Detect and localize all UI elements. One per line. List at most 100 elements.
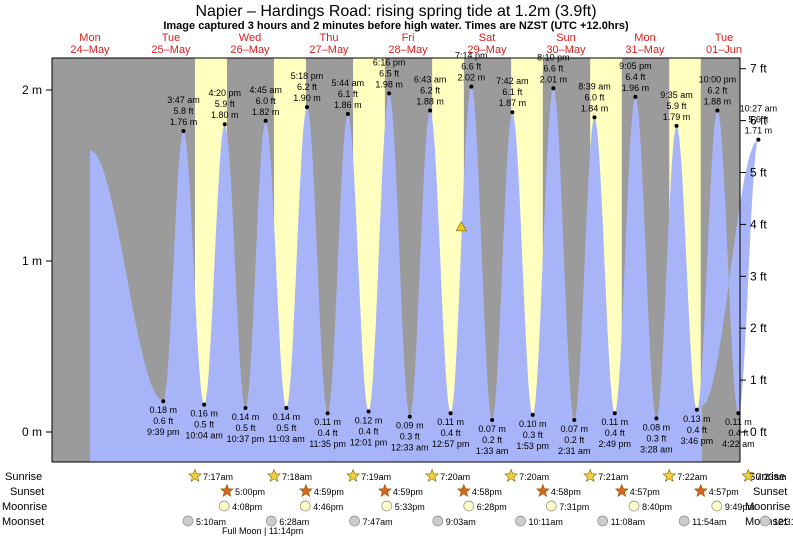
tide-point <box>572 418 577 423</box>
tide-ft-label: 6.0 ft <box>584 92 605 102</box>
sunrise-time: 7:19am <box>361 472 391 482</box>
y-tick-label-m: 2 m <box>22 83 42 97</box>
sunrise-time: 7:20am <box>519 472 549 482</box>
moonrise-icon <box>545 500 557 512</box>
date-label: 25–May <box>151 44 191 56</box>
tide-time-label: 6:43 am <box>414 75 447 85</box>
tide-time-label: 9:35 am <box>660 90 693 100</box>
tide-point <box>263 118 268 123</box>
date-label: 01–Jun <box>706 44 742 56</box>
date-label: 28–May <box>388 44 428 56</box>
tide-m-label: 0.10 m <box>519 419 547 429</box>
moonrise-time: 9:49pm <box>725 502 755 512</box>
sunset-icon <box>377 483 392 497</box>
tide-m-label: 1.71 m <box>745 126 773 136</box>
tide-time-label: 3:28 am <box>640 444 673 454</box>
tide-ft-label: 0.5 ft <box>276 423 297 433</box>
moonset-time: 10:11am <box>529 517 563 527</box>
date-label: 27–May <box>309 44 349 56</box>
sunset-time: 4:57pm <box>709 487 739 497</box>
tide-point <box>633 94 638 99</box>
tide-ft-label: 0.2 ft <box>564 435 585 445</box>
moonset-icon <box>265 515 277 527</box>
tide-point <box>530 412 535 417</box>
tide-point <box>366 409 371 414</box>
tide-point <box>756 137 761 142</box>
sunrise-time: 7:23am <box>756 472 786 482</box>
tide-point <box>490 418 495 423</box>
tide-ft-label: 6.0 ft <box>256 96 277 106</box>
sunrise-row-label-right: Sunrise <box>748 471 785 483</box>
y-tick-label-m: 1 m <box>22 254 42 268</box>
tide-point <box>736 411 741 416</box>
sunrise-icon <box>741 468 756 482</box>
tide-m-label: 1.90 m <box>293 93 321 103</box>
day-of-week-label: Sun <box>556 32 576 44</box>
tide-time-label: 2:31 am <box>558 446 591 456</box>
sunset-time: 4:57pm <box>630 487 660 497</box>
moonrise-time: 4:46pm <box>313 502 343 512</box>
day-of-week-label: Sat <box>479 32 496 44</box>
tide-point <box>654 416 659 421</box>
day-labels: Mon24–MayTue25–MayWed26–MayThu27–MayFri2… <box>70 32 742 56</box>
water-area <box>90 86 759 462</box>
tide-time-label: 4:22 am <box>722 439 755 449</box>
tide-m-label: 0.13 m <box>683 414 711 424</box>
moonset-time: 11:08am <box>611 517 645 527</box>
tide-ft-label: 6.1 ft <box>502 87 523 97</box>
day-of-week-label: Wed <box>239 32 261 44</box>
tide-time-label: 2:49 pm <box>599 439 632 449</box>
tide-point <box>428 108 433 113</box>
sunrise-icon <box>425 468 440 482</box>
tide-ft-label: 0.3 ft <box>400 432 421 442</box>
y-tick-label-ft: 4 ft <box>750 217 767 231</box>
tide-time-label: 10:04 am <box>185 431 223 441</box>
sunrise-icon <box>583 468 598 482</box>
sunrise-icon <box>267 468 281 482</box>
sunset-icon <box>693 483 708 497</box>
tide-point <box>674 123 679 128</box>
tide-m-label: 0.11 m <box>601 417 628 427</box>
sunset-icon <box>535 483 550 497</box>
tide-ft-label: 5.9 ft <box>667 101 688 111</box>
tide-ft-label: 6.2 ft <box>297 82 318 92</box>
tide-ft-label: 5.9 ft <box>215 99 236 109</box>
tide-ft-label: 0.4 ft <box>605 428 626 438</box>
sunrise-time: 7:22am <box>677 472 707 482</box>
tide-m-label: 0.18 m <box>150 405 178 415</box>
tide-m-label: 1.84 m <box>581 103 609 113</box>
moonset-time: 9:03am <box>446 517 476 527</box>
sunrise-time: 7:21am <box>598 472 628 482</box>
tide-m-label: 1.98 m <box>375 79 403 89</box>
date-label: 24–May <box>70 44 110 56</box>
tide-point <box>181 129 186 134</box>
sunset-time: 5:00pm <box>235 487 265 497</box>
tide-time-label: 12:01 pm <box>350 437 388 447</box>
day-of-week-label: Tue <box>162 32 181 44</box>
tide-time-label: 9:39 pm <box>147 427 180 437</box>
tide-m-label: 0.07 m <box>561 424 589 434</box>
tide-point <box>202 402 207 407</box>
tide-point <box>161 399 166 404</box>
tide-m-label: 0.11 m <box>314 417 341 427</box>
moonrise-icon <box>218 500 230 512</box>
tide-m-label: 0.11 m <box>725 417 752 427</box>
tide-point <box>694 407 699 412</box>
tide-point <box>592 115 597 120</box>
moonset-time: 12:31pm <box>773 517 793 527</box>
tide-time-label: 7:42 am <box>496 76 529 86</box>
astro-events: 7:17am 7:18am 7:19am 7:20am 7:20am 7:21am 7:22… <box>182 468 793 527</box>
moonrise-icon <box>463 500 475 512</box>
tide-point <box>222 122 227 127</box>
moonset-icon <box>678 515 690 527</box>
day-of-week-label: Thu <box>320 32 339 44</box>
tide-ft-label: 6.2 ft <box>420 86 441 96</box>
tide-time-label: 8:10 pm <box>537 52 570 62</box>
tide-point <box>387 91 392 96</box>
y-tick-label-m: 0 m <box>22 425 42 439</box>
sunrise-time: 7:18am <box>282 472 312 482</box>
tide-ft-label: 0.4 ft <box>359 426 380 436</box>
tide-m-label: 1.88 m <box>704 97 732 107</box>
tide-ft-label: 6.2 ft <box>707 86 728 96</box>
tide-ft-label: 0.4 ft <box>728 428 749 438</box>
